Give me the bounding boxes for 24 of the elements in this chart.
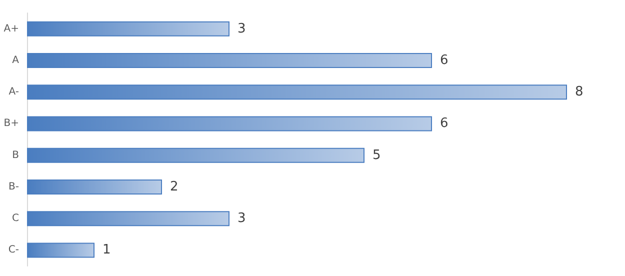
data-label: 2 [170,179,178,194]
bar [27,84,567,100]
bar [27,21,230,36]
data-label: 1 [102,242,111,258]
y-tick-label: B [12,150,20,161]
data-label: 6 [440,52,448,68]
bar [27,211,230,226]
data-label: 6 [440,116,448,132]
y-tick-label: B+ [4,118,19,130]
data-label: 3 [238,211,246,226]
bar [27,148,364,163]
y-tick-label: B- [8,181,20,192]
y-tick-label: C [12,213,20,224]
data-label: 5 [372,148,381,163]
bar [27,179,162,194]
bar [27,242,94,258]
y-tick-label: A [12,54,20,66]
y-tick-label: A+ [4,23,19,34]
data-label: 3 [238,21,246,36]
bar [27,52,432,68]
y-tick-label: A- [8,86,20,98]
bar [27,116,432,132]
y-tick-label: C- [8,244,20,256]
data-label: 8 [575,84,584,100]
